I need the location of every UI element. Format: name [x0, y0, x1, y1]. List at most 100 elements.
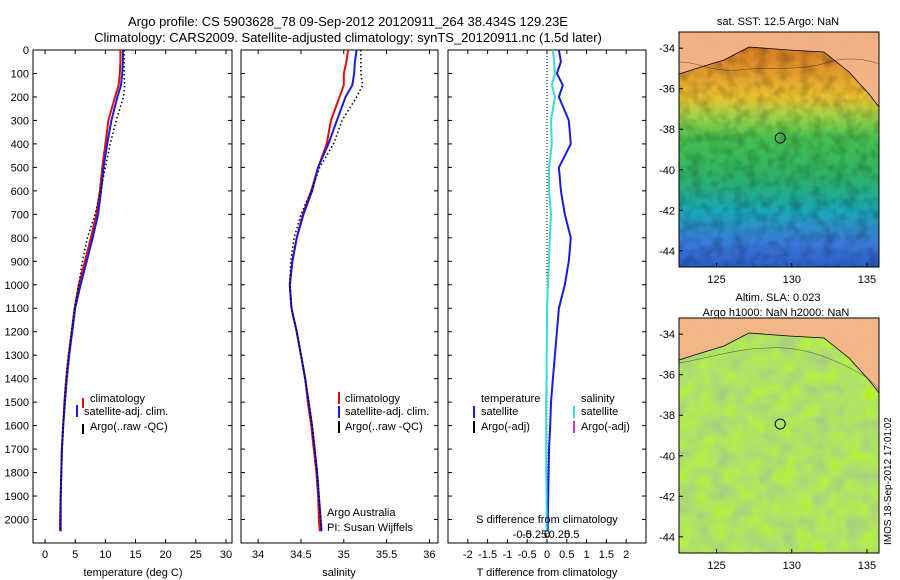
t-difference-xlabel: T difference from climatology [477, 567, 618, 579]
map-y-tick-label: -44 [659, 532, 675, 544]
map-y-tick-label: -42 [659, 205, 675, 217]
x-tick-label: 34 [252, 549, 264, 561]
map-y-tick-label: -40 [659, 165, 675, 177]
map-y-tick-label: -36 [659, 370, 675, 382]
figure-title-line2: Climatology: CARS2009. Satellite-adjuste… [94, 30, 602, 45]
x-tick-label: 2 [623, 549, 629, 561]
x-tick-label: 0.5 [559, 549, 574, 561]
x-tick-label: 0 [42, 549, 48, 561]
x-tick-label: -0.5 [518, 549, 537, 561]
legend-temperature-title: temperature [481, 393, 540, 405]
temperature-axes-frame [32, 49, 233, 544]
sla-map-image [679, 318, 879, 553]
y-tick-label: 1300 [5, 350, 29, 362]
temperature-panel: 0100200300400500600700800900100011001200… [5, 45, 233, 579]
sla-map-subtitle: Argo h1000: NaN h2000: NaN [703, 307, 850, 319]
y-tick-label: 1000 [5, 280, 29, 292]
legend-s-argo-label: Argo(-adj) [581, 421, 630, 433]
x-tick-label: 1 [584, 549, 590, 561]
x-tick-label: -1.5 [478, 549, 497, 561]
x-tick-label: 15 [129, 549, 141, 561]
x-tick-label: 5 [72, 549, 78, 561]
sst-map-panel: sat. SST: 12.5 Argo: NaN [659, 16, 880, 286]
y-tick-label: 800 [11, 233, 29, 245]
x-tick-label: 25 [190, 549, 202, 561]
float-position-marker [774, 418, 786, 430]
salinity-axes-frame [240, 49, 439, 544]
difference-legend: temperature satellite Argo(-adj) salinit… [473, 393, 630, 433]
y-tick-label: 1500 [5, 397, 29, 409]
salinity-xlabel: salinity [322, 567, 356, 579]
s-tick-label: 0.25 [549, 529, 570, 541]
s-tick-label: -0.25 [522, 529, 547, 541]
y-tick-label: 900 [11, 256, 29, 268]
salinity-legend: climatology satellite-adj. clim. Argo(..… [338, 392, 429, 433]
sla-map-title: Altim. SLA: 0.023 [736, 292, 821, 304]
x-tick-label: 20 [160, 549, 172, 561]
legend-salinity-title: salinity [581, 393, 615, 405]
map-y-tick-label: -44 [659, 246, 675, 258]
s-tick-label: 0.5 [564, 529, 579, 541]
map-y-tick-label: -38 [659, 124, 675, 136]
x-tick-label: -2 [463, 549, 473, 561]
x-tick-label: 35.5 [376, 549, 397, 561]
float-position-marker [774, 132, 786, 144]
y-tick-label: 1400 [5, 374, 29, 386]
y-tick-label: 200 [11, 92, 29, 104]
s-tick-label: 0 [544, 529, 550, 541]
legend-satellite-label: satellite-adj. clim. [84, 406, 168, 418]
y-tick-label: 1700 [5, 444, 29, 456]
y-tick-label: 100 [11, 68, 29, 80]
map-x-tick-label: 125 [707, 560, 725, 572]
timestamp-stamp: IMOS 18-Sep-2012 17:01:02 [883, 417, 894, 545]
map-x-tick-label: 130 [783, 560, 801, 572]
legend-argo-label: Argo(..raw -QC) [345, 421, 423, 433]
s-difference-xlabel: S difference from climatology [476, 514, 618, 526]
figure-title-line1: Argo profile: CS 5903628_78 09-Sep-2012 … [128, 14, 568, 29]
temperature-legend: climatology satellite-adj. clim. Argo(..… [76, 393, 168, 434]
series-line-argo-raw-qc- [59, 50, 126, 532]
sst-map-title: sat. SST: 12.5 Argo: NaN [717, 16, 839, 28]
map-y-tick-label: -34 [659, 329, 675, 341]
difference-panel: -2 -1.5 -1 -0.5 0 0.5 1 1.5 2 S difference from … [447, 49, 647, 579]
map-y-tick-label: -38 [659, 410, 675, 422]
y-tick-label: 300 [11, 115, 29, 127]
x-tick-label: 34.5 [290, 549, 311, 561]
y-tick-label: 0 [23, 45, 29, 57]
map-x-tick-label: 125 [707, 274, 725, 286]
annotation-line1: Argo Australia [327, 507, 396, 519]
x-tick-label: 30 [220, 549, 232, 561]
sla-map-frame [678, 317, 880, 554]
series-line-temperature-satellite [546, 49, 572, 532]
map-y-tick-label: -40 [659, 451, 675, 463]
x-tick-label: 1.5 [599, 549, 614, 561]
map-x-tick-label: 130 [783, 274, 801, 286]
series-line-argo-raw-qc- [289, 50, 364, 532]
y-tick-label: 500 [11, 162, 29, 174]
y-tick-label: 400 [11, 139, 29, 151]
series-line-salinity-satellite [545, 49, 556, 532]
temperature-xlabel: temperature (deg C) [83, 567, 182, 579]
annotation-line2: PI: Susan Wijffels [327, 522, 413, 534]
legend-climatology-label: climatology [345, 393, 401, 405]
map-y-tick-label: -42 [659, 491, 675, 503]
legend-t-satellite-label: satellite [481, 406, 518, 418]
legend-satellite-label: satellite-adj. clim. [345, 406, 429, 418]
legend-s-satellite-label: satellite [581, 406, 618, 418]
y-tick-label: 1200 [5, 327, 29, 339]
y-tick-label: 1800 [5, 468, 29, 480]
legend-t-argo-label: Argo(-adj) [481, 421, 530, 433]
y-tick-label: 2000 [5, 515, 29, 527]
s-tick-label: -0.5 [513, 529, 532, 541]
y-tick-label: 700 [11, 209, 29, 221]
x-tick-label: 36 [423, 549, 435, 561]
x-tick-label: 0 [544, 549, 550, 561]
x-tick-label: -1 [503, 549, 513, 561]
sst-map-image [679, 32, 879, 267]
y-tick-label: 600 [11, 186, 29, 198]
sla-map-panel: Altim. SLA: 0.023 Argo h1000: NaN h2000:… [659, 292, 880, 572]
series-line-satellite-adj-clim- [59, 50, 124, 532]
legend-argo-label: Argo(..raw -QC) [90, 421, 168, 433]
salinity-panel: 34 34.5 35 35.5 36 salinity climatology sate… [240, 49, 439, 579]
